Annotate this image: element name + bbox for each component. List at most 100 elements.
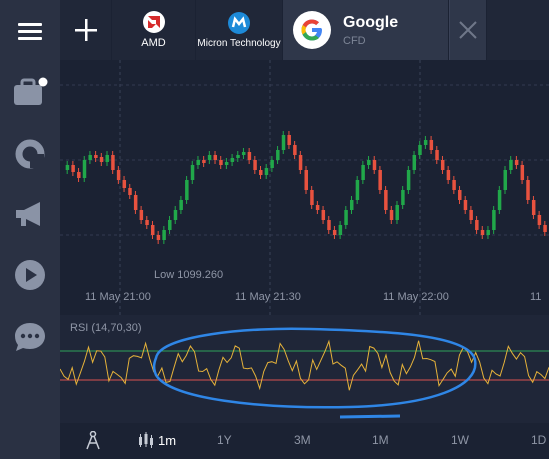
add-asset-button[interactable]	[60, 0, 112, 60]
tab-google-text: Google CFD	[343, 14, 398, 47]
close-tab-button[interactable]	[449, 0, 487, 60]
candle	[128, 188, 132, 195]
chat-icon	[15, 323, 45, 351]
candle	[401, 190, 405, 205]
tab-amd[interactable]: AMD	[112, 0, 196, 60]
candle	[116, 170, 121, 180]
briefcase-icon	[14, 77, 48, 105]
close-icon	[459, 21, 477, 39]
time-axis-label: 11 May 22:00	[383, 291, 449, 303]
candle	[304, 170, 308, 190]
candle	[435, 150, 439, 160]
candle	[458, 190, 462, 200]
candle	[514, 160, 519, 165]
tab-micron[interactable]: Micron Technology	[196, 0, 283, 60]
hand-drawn-stroke-annotation	[339, 414, 401, 419]
candle	[168, 220, 172, 230]
candle	[185, 180, 189, 200]
candle	[406, 170, 411, 190]
play-icon	[15, 260, 45, 290]
candle	[82, 160, 87, 178]
candle	[139, 210, 144, 220]
candle	[247, 152, 252, 160]
candle	[179, 200, 183, 210]
timeframe-1w[interactable]: 1W	[451, 433, 469, 447]
candle	[423, 140, 428, 145]
rsi-line	[60, 339, 549, 391]
candle	[276, 150, 280, 160]
candle	[446, 170, 451, 180]
candle	[395, 205, 399, 220]
candle	[99, 157, 104, 162]
portfolio-button[interactable]	[0, 64, 60, 120]
candle	[543, 225, 547, 232]
candle	[384, 190, 388, 210]
candle	[122, 180, 127, 188]
candle	[321, 210, 326, 220]
candle	[349, 200, 354, 210]
drawing-tools-icon[interactable]	[85, 431, 101, 451]
candle	[241, 152, 246, 155]
micron-logo-icon	[228, 11, 250, 34]
candle	[224, 162, 229, 165]
history-icon	[15, 139, 45, 169]
candle	[429, 140, 434, 150]
chat-button[interactable]	[0, 309, 60, 365]
candle	[469, 210, 473, 220]
candle	[65, 165, 70, 170]
candle	[196, 160, 200, 165]
timeframe-3m[interactable]: 3M	[294, 433, 311, 447]
candle	[287, 135, 291, 145]
menu-button[interactable]	[0, 3, 60, 59]
candle	[520, 165, 525, 180]
price-chart[interactable]: Low 1099.260 11 May 21:00 11 May 21:30 11 …	[60, 60, 549, 423]
timeframe-1d[interactable]: 1D	[531, 433, 547, 447]
candle	[111, 155, 115, 170]
candle	[492, 210, 496, 230]
tab-google[interactable]: Google CFD	[283, 0, 449, 60]
notification-dot-icon	[38, 77, 48, 87]
candle	[361, 165, 365, 180]
candle	[293, 145, 297, 155]
candle	[150, 225, 155, 235]
video-button[interactable]	[0, 247, 60, 303]
candle	[355, 180, 360, 200]
candle	[497, 190, 502, 210]
candle	[440, 160, 445, 170]
candle	[412, 155, 417, 170]
candle	[145, 220, 149, 225]
megaphone-icon	[16, 202, 40, 226]
candle	[173, 210, 178, 220]
candle	[94, 155, 98, 158]
candle	[105, 155, 109, 162]
candle	[344, 210, 348, 225]
current-interval: 1m	[158, 432, 177, 448]
candlestick-series	[65, 131, 547, 244]
candle	[259, 170, 263, 175]
rsi-panel[interactable]: RSI (14,70,30)	[60, 315, 549, 423]
timeframe-1m[interactable]: 1M	[372, 433, 389, 447]
timeframe-bar: 1m 1Y 3M 1M 1W 1D	[60, 423, 549, 459]
candle	[475, 220, 479, 230]
candle	[236, 155, 240, 158]
google-logo-icon	[293, 11, 331, 49]
candle	[486, 230, 490, 235]
candle	[332, 230, 337, 235]
candle	[133, 195, 138, 210]
sidebar	[0, 0, 60, 459]
tab-google-title: Google	[343, 13, 399, 31]
time-axis-label: 11 May 21:30	[235, 291, 301, 303]
candle	[389, 210, 394, 220]
timeframe-1y[interactable]: 1Y	[217, 433, 232, 447]
promo-button[interactable]	[0, 186, 60, 242]
time-axis-label: 11 May 21:00	[85, 291, 151, 303]
candle	[253, 160, 257, 170]
candle	[537, 215, 542, 225]
candle	[509, 160, 513, 170]
hand-drawn-circle-annotation	[152, 327, 477, 409]
candle-interval-button[interactable]: 1m	[138, 431, 176, 449]
amd-logo-icon	[142, 11, 165, 33]
candle	[77, 172, 81, 178]
plus-icon	[74, 19, 97, 41]
history-button[interactable]	[0, 126, 60, 182]
